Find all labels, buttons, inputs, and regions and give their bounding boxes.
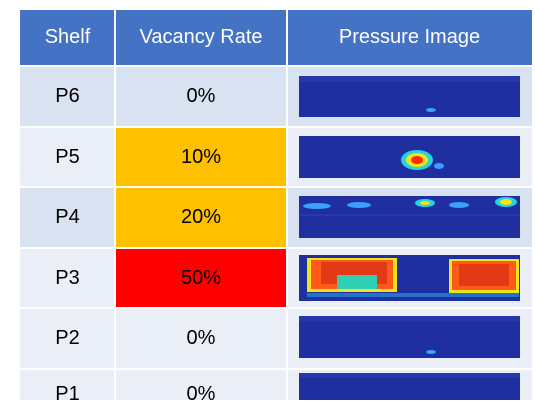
table-row-p2: P2 0%	[20, 309, 532, 368]
column-divider	[286, 10, 288, 400]
row-divider	[20, 126, 532, 128]
row-divider	[20, 247, 532, 249]
row-divider	[20, 368, 532, 370]
shelf-cell: P1	[55, 382, 80, 401]
table-row-p6: P6 0%	[20, 67, 532, 126]
vacancy-cell: 10%	[115, 128, 287, 186]
pressure-image-cell	[287, 128, 532, 186]
row-divider	[20, 307, 532, 309]
shelf-cell: P2	[55, 327, 80, 349]
vacancy-cell: 20%	[115, 188, 287, 247]
shelf-cell: P3	[55, 266, 80, 289]
table-row-p5: P5 10%	[20, 128, 532, 186]
pressure-image-cell	[287, 67, 532, 126]
vacancy-cell: 0%	[186, 382, 216, 401]
shelf-cell: P4	[55, 206, 80, 228]
pressure-heatmap-p4	[299, 196, 520, 238]
pressure-heatmap-p1	[299, 373, 520, 400]
header-pressure-image: Pressure Image	[338, 26, 481, 48]
pressure-image-cell	[287, 309, 532, 368]
header-shelf: Shelf	[44, 26, 91, 48]
pressure-heatmap-p2	[299, 316, 520, 358]
table-row-p1: P1 0%	[20, 370, 532, 400]
vacancy-cell: 0%	[186, 327, 216, 349]
pressure-image-cell	[287, 370, 532, 400]
pressure-image-cell	[287, 249, 532, 307]
column-divider	[114, 10, 116, 400]
header-vacancy-rate: Vacancy Rate	[139, 26, 263, 48]
vacancy-cell: 0%	[186, 85, 216, 107]
shelf-cell: P6	[55, 85, 80, 107]
shelf-cell: P5	[55, 145, 80, 168]
row-divider	[20, 186, 532, 188]
table-header-row: Shelf Vacancy Rate Pressure Image	[20, 10, 532, 65]
pressure-heatmap-p3	[299, 255, 520, 301]
pressure-image-cell	[287, 188, 532, 247]
table-row-p3: P3 50%	[20, 249, 532, 307]
vacancy-table: Shelf Vacancy Rate Pressure Image P6 0% …	[20, 10, 532, 400]
table-row-p4: P4 20%	[20, 188, 532, 247]
pressure-heatmap-p5	[299, 136, 520, 178]
pressure-heatmap-p6	[299, 76, 520, 117]
vacancy-cell: 50%	[115, 249, 287, 307]
